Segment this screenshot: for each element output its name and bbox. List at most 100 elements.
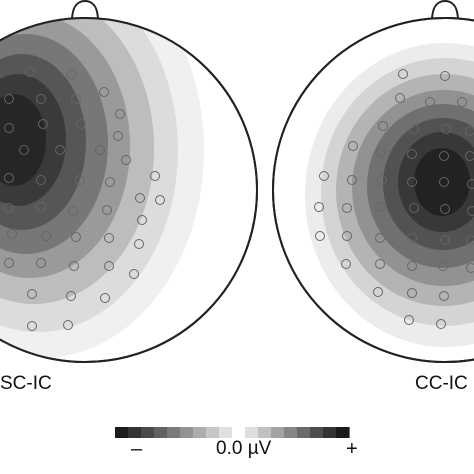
electrode-marker bbox=[375, 233, 385, 243]
colorbar bbox=[115, 427, 350, 438]
condition-label-left: SC-IC bbox=[0, 373, 52, 394]
electrode-marker bbox=[4, 258, 14, 268]
colorbar-segment bbox=[258, 427, 272, 438]
electrode-marker bbox=[68, 206, 78, 216]
electrode-marker bbox=[378, 121, 388, 131]
electrode-marker bbox=[404, 315, 414, 325]
electrodes-right bbox=[314, 69, 474, 329]
colorbar-segment bbox=[115, 427, 129, 438]
electrode-marker bbox=[129, 269, 139, 279]
electrode-marker bbox=[348, 141, 358, 151]
electrode-marker bbox=[375, 202, 385, 212]
electrode-marker bbox=[341, 259, 351, 269]
electrode-marker bbox=[36, 202, 46, 212]
electrode-marker bbox=[115, 109, 125, 119]
electrode-marker bbox=[438, 261, 448, 271]
electrode-marker bbox=[36, 258, 46, 268]
electrode-marker bbox=[95, 145, 105, 155]
electrode-marker bbox=[439, 177, 449, 187]
colorbar-segment bbox=[232, 427, 246, 438]
electrode-marker bbox=[155, 195, 165, 205]
electrodes-left bbox=[4, 67, 165, 331]
electrode-marker bbox=[440, 204, 450, 214]
colorbar-max-label: + bbox=[346, 438, 358, 460]
potential-contours-left bbox=[0, 18, 204, 358]
electrode-marker bbox=[407, 288, 417, 298]
colorbar-segment bbox=[219, 427, 233, 438]
electrode-marker bbox=[457, 97, 467, 107]
electrode-marker bbox=[100, 293, 110, 303]
electrode-marker bbox=[137, 215, 147, 225]
electrode-marker bbox=[347, 175, 357, 185]
electrode-marker bbox=[440, 235, 450, 245]
electrode-marker bbox=[466, 235, 474, 245]
electrode-marker bbox=[102, 205, 112, 215]
electrode-marker bbox=[4, 173, 14, 183]
electrode-marker bbox=[135, 193, 145, 203]
electrode-marker bbox=[99, 87, 109, 97]
electrode-marker bbox=[436, 319, 446, 329]
electrode-marker bbox=[55, 145, 65, 155]
scalp-map-left bbox=[0, 0, 258, 363]
electrode-marker bbox=[439, 291, 449, 301]
electrode-marker bbox=[71, 232, 81, 242]
electrode-marker bbox=[467, 179, 474, 189]
electrode-marker bbox=[377, 175, 387, 185]
electrode-marker bbox=[36, 94, 46, 104]
colorbar-segment bbox=[154, 427, 168, 438]
electrode-marker bbox=[75, 175, 85, 185]
nose-left bbox=[71, 0, 99, 22]
electrode-marker bbox=[4, 94, 14, 104]
electrode-marker bbox=[395, 93, 405, 103]
electrode-marker bbox=[4, 123, 14, 133]
electrode-marker bbox=[441, 124, 451, 134]
electrode-marker bbox=[36, 175, 46, 185]
electrode-marker bbox=[342, 203, 352, 213]
electrode-marker bbox=[409, 203, 419, 213]
electrode-marker bbox=[104, 261, 114, 271]
electrode-marker bbox=[407, 149, 417, 159]
electrode-marker bbox=[376, 147, 386, 157]
electrode-marker bbox=[398, 69, 408, 79]
colorbar-segment bbox=[180, 427, 194, 438]
electrode-marker bbox=[407, 177, 417, 187]
electrode-marker bbox=[315, 231, 325, 241]
colorbar-segment bbox=[206, 427, 220, 438]
electrode-marker bbox=[314, 202, 324, 212]
electrode-marker bbox=[134, 239, 144, 249]
electrode-marker bbox=[373, 287, 383, 297]
electrode-marker bbox=[407, 233, 417, 243]
nose-right bbox=[431, 0, 459, 22]
electrode-marker bbox=[63, 320, 73, 330]
electrode-marker bbox=[104, 233, 114, 243]
electrode-marker bbox=[105, 177, 115, 187]
electrode-marker bbox=[76, 119, 86, 129]
electrode-marker bbox=[121, 155, 131, 165]
electrode-marker bbox=[465, 151, 474, 161]
colorbar-segment bbox=[193, 427, 207, 438]
electrode-marker bbox=[439, 151, 449, 161]
electrode-marker bbox=[425, 97, 435, 107]
electrode-marker bbox=[41, 231, 51, 241]
electrode-marker bbox=[150, 171, 160, 181]
electrode-marker bbox=[319, 171, 329, 181]
colorbar-segment bbox=[323, 427, 337, 438]
electrode-marker bbox=[113, 131, 123, 141]
colorbar-segment bbox=[284, 427, 298, 438]
colorbar-segment bbox=[245, 427, 259, 438]
colorbar-center-label: 0.0 µV bbox=[216, 438, 272, 459]
potential-contours-right bbox=[305, 43, 474, 347]
colorbar-segment bbox=[141, 427, 155, 438]
colorbar-segment bbox=[128, 427, 142, 438]
electrode-marker bbox=[467, 206, 474, 216]
colorbar-segment bbox=[271, 427, 285, 438]
colorbar-segment bbox=[336, 427, 350, 438]
electrode-marker bbox=[19, 145, 29, 155]
electrode-marker bbox=[38, 119, 48, 129]
electrode-marker bbox=[67, 69, 77, 79]
electrode-marker bbox=[71, 94, 81, 104]
scalp-map-right bbox=[272, 0, 474, 363]
colorbar-segment bbox=[310, 427, 324, 438]
electrode-marker bbox=[7, 229, 17, 239]
